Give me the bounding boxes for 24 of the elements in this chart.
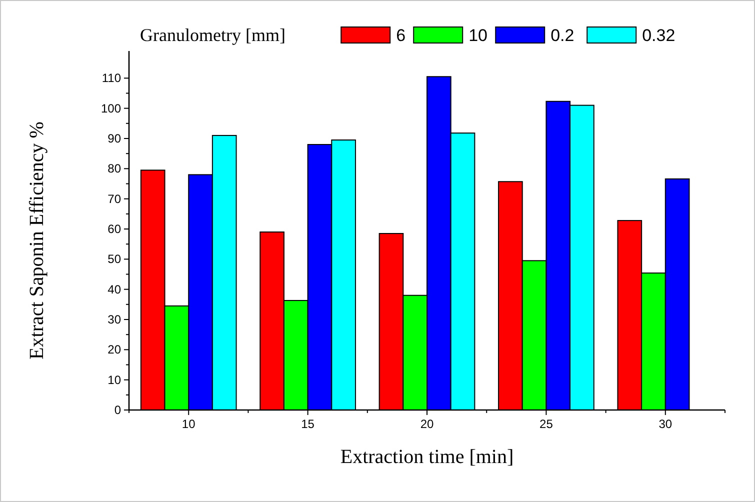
y-tick-label: 10 — [108, 372, 122, 387]
legend-label: 0.2 — [550, 26, 574, 45]
legend-title: Granulometry [mm] — [140, 25, 286, 45]
y-tick-label: 110 — [102, 71, 122, 86]
legend-label: 10 — [468, 26, 488, 45]
x-tick-label: 30 — [658, 417, 672, 431]
y-tick-label: 60 — [108, 222, 122, 236]
x-tick-label: 20 — [420, 417, 434, 431]
x-tick-label: 10 — [182, 417, 196, 431]
y-tick-label: 70 — [108, 192, 122, 206]
y-tick-label: 40 — [108, 282, 122, 296]
legend-label: 0.32 — [642, 26, 676, 45]
y-tick-label: 30 — [108, 312, 122, 326]
y-tick-label: 100 — [100, 101, 122, 116]
y-tick-label: 80 — [108, 162, 122, 176]
y-tick-label: 90 — [108, 131, 122, 146]
x-tick-label: 15 — [301, 417, 315, 431]
y-tick-label: 50 — [108, 252, 122, 266]
x-axis-title: Extraction time [min] — [340, 446, 514, 468]
y-tick-label: 0 — [114, 403, 122, 417]
y-tick-label: 20 — [108, 342, 122, 357]
x-tick-label: 25 — [540, 417, 554, 431]
legend-label: 6 — [396, 26, 406, 45]
y-axis-title: Extract Saponin Efficiency % — [26, 122, 48, 360]
